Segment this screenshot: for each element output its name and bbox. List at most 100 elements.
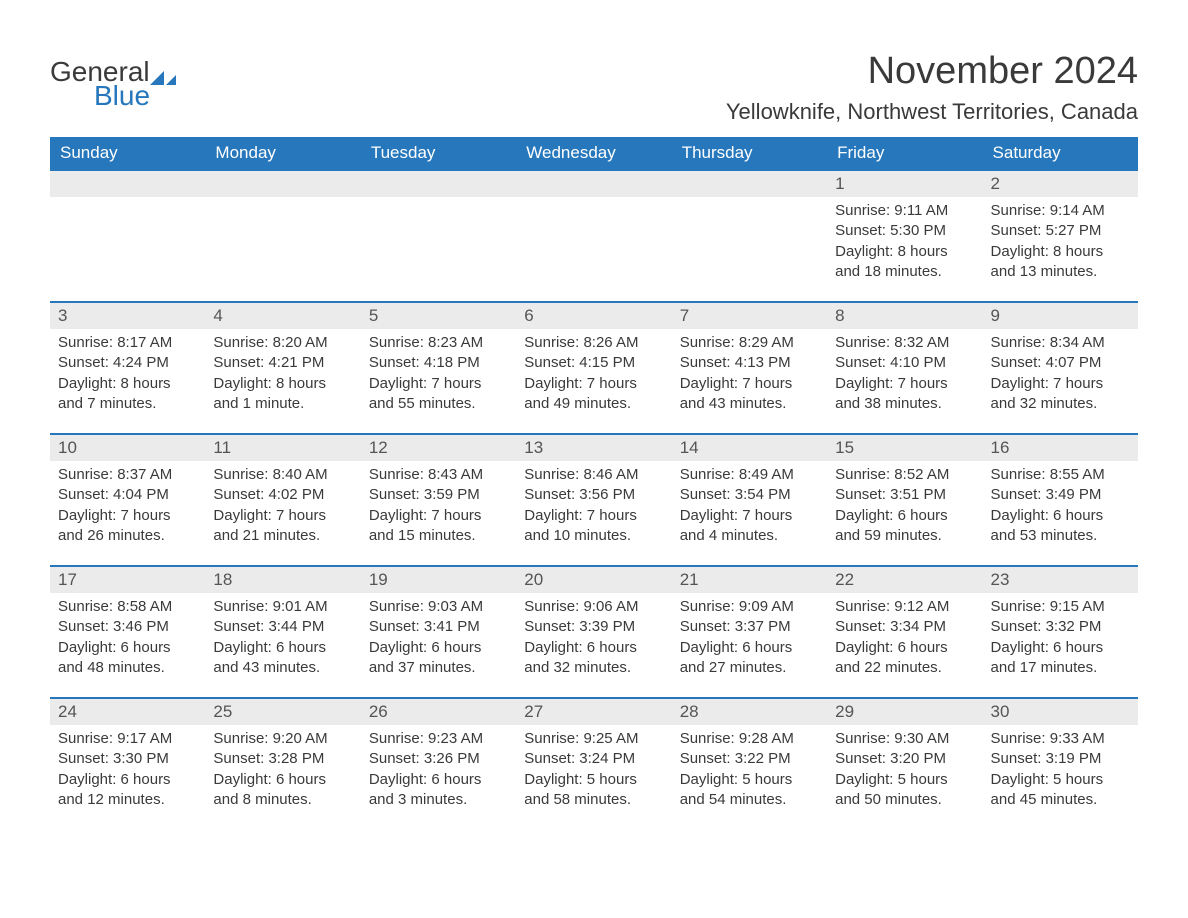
day-daylight1: Daylight: 7 hours	[524, 374, 663, 394]
calendar-day-cell: 30Sunrise: 9:33 AMSunset: 3:19 PMDayligh…	[983, 698, 1138, 830]
day-daylight2: and 50 minutes.	[835, 790, 974, 810]
day-number: 15	[827, 435, 982, 461]
day-daylight1: Daylight: 6 hours	[991, 638, 1130, 658]
day-sunrise: Sunrise: 9:14 AM	[991, 201, 1130, 221]
day-number	[205, 171, 360, 197]
day-sunrise: Sunrise: 9:01 AM	[213, 597, 352, 617]
day-sunrise: Sunrise: 9:17 AM	[58, 729, 197, 749]
day-sunrise: Sunrise: 8:49 AM	[680, 465, 819, 485]
calendar-day-cell: 7Sunrise: 8:29 AMSunset: 4:13 PMDaylight…	[672, 302, 827, 434]
calendar-body: 1Sunrise: 9:11 AMSunset: 5:30 PMDaylight…	[50, 170, 1138, 830]
day-sunset: Sunset: 3:19 PM	[991, 749, 1130, 769]
day-number: 28	[672, 699, 827, 725]
calendar-header-cell: Monday	[205, 137, 360, 170]
calendar-week-row: 24 Sunrise: 9:17 AMSunset: 3:30 PM Dayligh…	[50, 698, 1138, 830]
day-number: 20	[516, 567, 671, 593]
calendar-day-cell: 15Sunrise: 8:52 AMSunset: 3:51 PMDayligh…	[827, 434, 982, 566]
day-details: Sunrise: 8:34 AMSunset: 4:07 PMDaylight:…	[983, 329, 1138, 422]
day-details: Sunrise: 9:28 AMSunset: 3:22 PMDaylight:…	[672, 725, 827, 818]
day-sunset: Sunset: 4:24 PM	[58, 353, 197, 373]
day-daylight1: Daylight: 7 hours	[369, 374, 508, 394]
day-daylight1: Daylight: 6 hours	[213, 638, 352, 658]
day-daylight2: and 21 minutes.	[213, 526, 352, 546]
day-details: Sunrise: 9:11 AMSunset: 5:30 PMDaylight:…	[827, 197, 982, 290]
day-sunrise: Sunrise: 8:52 AM	[835, 465, 974, 485]
day-daylight1: Daylight: 6 hours	[680, 638, 819, 658]
calendar-day-cell: 29Sunrise: 9:30 AMSunset: 3:20 PMDayligh…	[827, 698, 982, 830]
calendar-day-cell	[516, 170, 671, 302]
day-sunrise: Sunrise: 8:37 AM	[58, 465, 197, 485]
day-details: Sunrise: 9:09 AMSunset: 3:37 PMDaylight:…	[672, 593, 827, 686]
day-number: 18	[205, 567, 360, 593]
day-details: Sunrise: 9:25 AMSunset: 3:24 PMDaylight:…	[516, 725, 671, 818]
day-details: Sunrise: 8:55 AMSunset: 3:49 PMDaylight:…	[983, 461, 1138, 554]
day-details: Sunrise: 8:40 AMSunset: 4:02 PMDaylight:…	[205, 461, 360, 554]
day-sunrise: Sunrise: 9:11 AM	[835, 201, 974, 221]
day-details: Sunrise: 9:14 AMSunset: 5:27 PMDaylight:…	[983, 197, 1138, 290]
day-daylight1: Daylight: 7 hours	[680, 374, 819, 394]
day-number: 5	[361, 303, 516, 329]
calendar-day-cell: 27Sunrise: 9:25 AMSunset: 3:24 PMDayligh…	[516, 698, 671, 830]
day-sunrise: Sunrise: 9:25 AM	[524, 729, 663, 749]
day-daylight1: Daylight: 8 hours	[835, 242, 974, 262]
day-daylight2: and 45 minutes.	[991, 790, 1130, 810]
calendar-header-cell: Friday	[827, 137, 982, 170]
day-sunset: Sunset: 3:30 PM	[58, 749, 197, 769]
day-sunset: Sunset: 3:26 PM	[369, 749, 508, 769]
day-daylight2: and 37 minutes.	[369, 658, 508, 678]
day-daylight2: and 55 minutes.	[369, 394, 508, 414]
day-sunrise: Sunrise: 8:43 AM	[369, 465, 508, 485]
day-sunrise: Sunrise: 9:09 AM	[680, 597, 819, 617]
day-daylight2: and 38 minutes.	[835, 394, 974, 414]
day-daylight1: Daylight: 7 hours	[524, 506, 663, 526]
day-number: 24	[50, 699, 205, 725]
day-daylight2: and 58 minutes.	[524, 790, 663, 810]
calendar-day-cell: 28Sunrise: 9:28 AMSunset: 3:22 PMDayligh…	[672, 698, 827, 830]
day-number: 8	[827, 303, 982, 329]
day-sunrise: Sunrise: 9:12 AM	[835, 597, 974, 617]
day-sunrise: Sunrise: 8:32 AM	[835, 333, 974, 353]
day-daylight2: and 13 minutes.	[991, 262, 1130, 282]
day-sunset: Sunset: 3:56 PM	[524, 485, 663, 505]
logo-sail-icon	[150, 69, 176, 85]
day-sunrise: Sunrise: 9:03 AM	[369, 597, 508, 617]
calendar-day-cell: 23Sunrise: 9:15 AMSunset: 3:32 PMDayligh…	[983, 566, 1138, 698]
day-number: 30	[983, 699, 1138, 725]
calendar-day-cell	[672, 170, 827, 302]
calendar-day-cell: 2Sunrise: 9:14 AMSunset: 5:27 PMDaylight…	[983, 170, 1138, 302]
day-daylight1: Daylight: 8 hours	[213, 374, 352, 394]
day-daylight1: Daylight: 6 hours	[58, 638, 197, 658]
day-daylight1: Daylight: 6 hours	[991, 506, 1130, 526]
day-number: 10	[50, 435, 205, 461]
day-number: 9	[983, 303, 1138, 329]
day-sunset: Sunset: 4:04 PM	[58, 485, 197, 505]
day-daylight2: and 53 minutes.	[991, 526, 1130, 546]
day-details: Sunrise: 9:20 AMSunset: 3:28 PMDaylight:…	[205, 725, 360, 818]
page-header: General Blue November 2024 Yellowknife, …	[50, 50, 1138, 125]
day-details: Sunrise: 8:29 AMSunset: 4:13 PMDaylight:…	[672, 329, 827, 422]
day-number	[516, 171, 671, 197]
day-daylight1: Daylight: 6 hours	[369, 638, 508, 658]
day-details: Sunrise: 8:46 AMSunset: 3:56 PMDaylight:…	[516, 461, 671, 554]
day-daylight2: and 7 minutes.	[58, 394, 197, 414]
calendar-header-cell: Saturday	[983, 137, 1138, 170]
calendar-header-cell: Thursday	[672, 137, 827, 170]
day-sunset: Sunset: 3:28 PM	[213, 749, 352, 769]
day-sunrise: Sunrise: 8:40 AM	[213, 465, 352, 485]
day-sunrise: Sunrise: 9:30 AM	[835, 729, 974, 749]
day-sunrise: Sunrise: 8:29 AM	[680, 333, 819, 353]
day-daylight1: Daylight: 5 hours	[524, 770, 663, 790]
calendar-day-cell	[205, 170, 360, 302]
day-daylight1: Daylight: 7 hours	[991, 374, 1130, 394]
day-details: Sunrise: 9:23 AMSunset: 3:26 PMDaylight:…	[361, 725, 516, 818]
day-daylight1: Daylight: 6 hours	[835, 638, 974, 658]
calendar-week-row: 17Sunrise: 8:58 AMSunset: 3:46 PMDayligh…	[50, 566, 1138, 698]
day-daylight2: and 3 minutes.	[369, 790, 508, 810]
calendar-day-cell: 26Sunrise: 9:23 AMSunset: 3:26 PMDayligh…	[361, 698, 516, 830]
calendar-day-cell: 10Sunrise: 8:37 AMSunset: 4:04 PMDayligh…	[50, 434, 205, 566]
day-sunset: Sunset: 4:15 PM	[524, 353, 663, 373]
day-daylight1: Daylight: 6 hours	[213, 770, 352, 790]
day-daylight2: and 48 minutes.	[58, 658, 197, 678]
calendar-table: SundayMondayTuesdayWednesdayThursdayFrid…	[50, 137, 1138, 830]
day-sunset: Sunset: 3:49 PM	[991, 485, 1130, 505]
